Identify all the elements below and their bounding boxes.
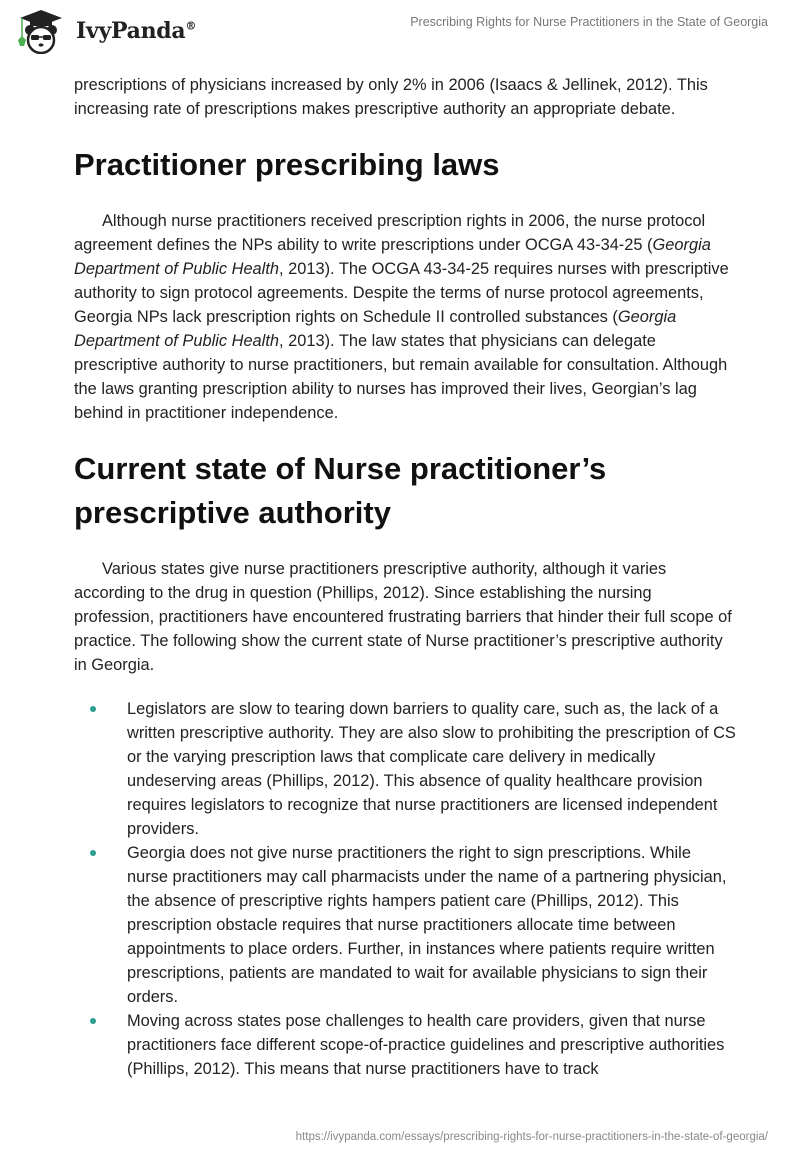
essay-content: prescriptions of physicians increased by…: [74, 73, 736, 1081]
document-title: Prescribing Rights for Nurse Practitione…: [410, 15, 768, 29]
text-segment: , 2013). The OCGA 43-34-25 requires nurs…: [74, 260, 729, 326]
section-heading: Current state of Nurse practitioner’s pr…: [74, 451, 607, 530]
list-item: Legislators are slow to tearing down bar…: [74, 697, 736, 841]
text-segment: prescriptions of physicians increased by…: [74, 76, 708, 118]
source-url[interactable]: https://ivypanda.com/essays/prescribing-…: [295, 1131, 768, 1143]
text-segment: Various states give nurse practitioners …: [74, 560, 732, 674]
text-segment: Although nurse practitioners received pr…: [74, 212, 706, 254]
section-heading: Practitioner prescribing laws: [74, 147, 500, 182]
list-item: Georgia does not give nurse practitioner…: [74, 841, 736, 1009]
bullet-list: Legislators are slow to tearing down bar…: [74, 697, 736, 1081]
panda-graduate-icon: [18, 10, 62, 54]
bullet-icon: [90, 1018, 96, 1024]
paragraph: prescriptions of physicians increased by…: [74, 73, 736, 121]
list-item: Moving across states pose challenges to …: [74, 1009, 736, 1081]
paragraph: Although nurse practitioners received pr…: [74, 209, 736, 425]
ivypanda-logo[interactable]: IvyPanda®: [14, 8, 196, 54]
bullet-icon: [90, 850, 96, 856]
text-segment: , 2013). The law states that physicians …: [74, 332, 728, 422]
paragraph: Various states give nurse practitioners …: [74, 557, 736, 677]
italic-citation: Georgia Department of Public Health: [74, 236, 711, 278]
bullet-icon: [90, 706, 96, 712]
logo-text: IvyPanda®: [76, 18, 197, 44]
italic-citation: Georgia Department of Public Health: [74, 308, 677, 350]
